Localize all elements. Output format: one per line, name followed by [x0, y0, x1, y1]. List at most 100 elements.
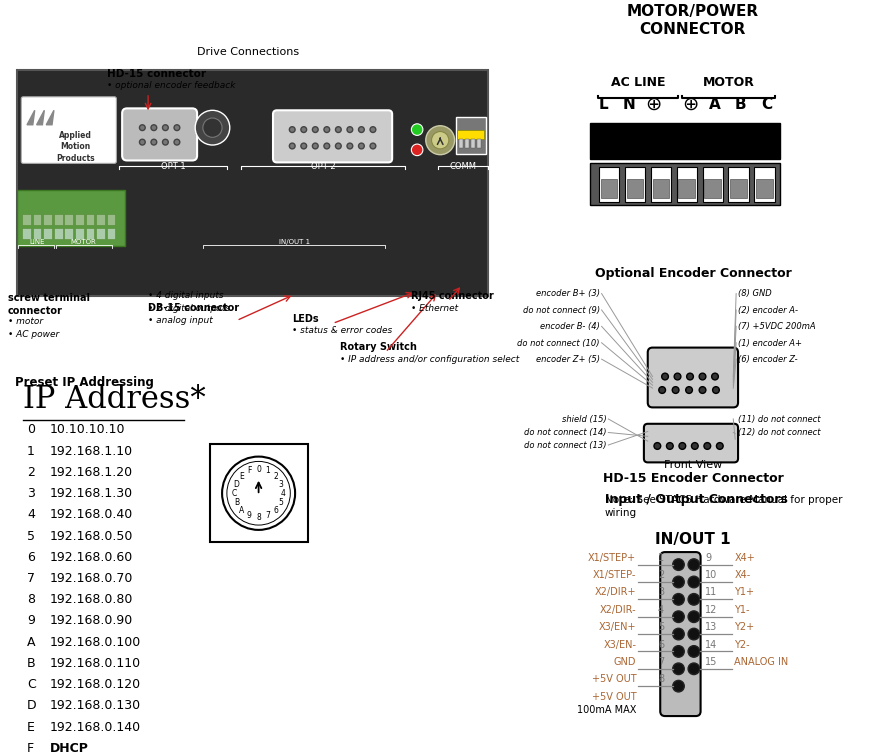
- Bar: [86, 215, 95, 225]
- Circle shape: [359, 143, 364, 149]
- Text: 8: 8: [27, 593, 35, 606]
- Text: 7: 7: [657, 657, 664, 667]
- Text: 7: 7: [27, 572, 35, 585]
- Text: ⊕: ⊕: [645, 94, 662, 114]
- Circle shape: [679, 443, 686, 450]
- Text: 192.168.0.70: 192.168.0.70: [50, 572, 134, 585]
- Text: 0: 0: [256, 465, 261, 474]
- Circle shape: [151, 139, 157, 145]
- Circle shape: [712, 373, 718, 380]
- Text: F: F: [27, 742, 34, 753]
- Circle shape: [713, 386, 719, 393]
- Text: L: L: [599, 97, 608, 112]
- FancyBboxPatch shape: [660, 552, 700, 716]
- Circle shape: [673, 559, 684, 571]
- Circle shape: [704, 443, 711, 450]
- Text: LINE: LINE: [29, 239, 45, 245]
- Bar: [22, 228, 31, 239]
- Text: GND: GND: [614, 657, 636, 667]
- Text: shield (15): shield (15): [562, 415, 607, 424]
- Circle shape: [673, 593, 684, 605]
- Text: 5: 5: [27, 529, 35, 543]
- FancyBboxPatch shape: [21, 97, 116, 163]
- Text: COMM: COMM: [450, 162, 476, 171]
- Bar: [54, 228, 62, 239]
- Circle shape: [289, 127, 295, 133]
- Circle shape: [687, 373, 693, 380]
- Text: HD-15 connector: HD-15 connector: [107, 69, 206, 78]
- Text: N: N: [622, 97, 635, 112]
- Text: OPT 1: OPT 1: [161, 162, 186, 171]
- Bar: [600, 178, 617, 198]
- Text: DB-15 connector: DB-15 connector: [148, 303, 239, 313]
- Text: 4: 4: [658, 605, 664, 615]
- Text: C: C: [232, 489, 237, 498]
- Text: D: D: [234, 480, 239, 489]
- Bar: [210, 444, 308, 542]
- Bar: [44, 228, 52, 239]
- Text: • IP address and/or configuration select: • IP address and/or configuration select: [340, 355, 519, 364]
- Bar: [456, 117, 486, 154]
- Bar: [731, 178, 747, 198]
- Text: 6: 6: [273, 506, 278, 515]
- Circle shape: [688, 593, 699, 605]
- Circle shape: [227, 462, 290, 525]
- Circle shape: [195, 110, 230, 145]
- Circle shape: [312, 143, 318, 149]
- Polygon shape: [27, 110, 35, 125]
- Text: • motor
• AC power: • motor • AC power: [8, 318, 59, 339]
- Bar: [676, 167, 697, 202]
- Text: 192.168.0.60: 192.168.0.60: [50, 550, 133, 564]
- Bar: [86, 228, 95, 239]
- Circle shape: [673, 576, 684, 588]
- Bar: [458, 130, 484, 139]
- Text: A: A: [27, 636, 36, 648]
- Circle shape: [289, 143, 295, 149]
- Circle shape: [370, 127, 376, 133]
- Bar: [653, 178, 669, 198]
- Text: 13: 13: [706, 622, 718, 633]
- Text: 3: 3: [658, 587, 664, 597]
- Text: Note: See STAC5 Hardware Manual for proper
wiring: Note: See STAC5 Hardware Manual for prop…: [605, 495, 842, 518]
- Bar: [466, 139, 469, 148]
- Text: 192.168.0.50: 192.168.0.50: [50, 529, 134, 543]
- Circle shape: [324, 127, 330, 133]
- Bar: [33, 228, 41, 239]
- Text: 3: 3: [27, 487, 35, 500]
- Text: 12: 12: [706, 605, 718, 615]
- Text: 192.168.0.140: 192.168.0.140: [50, 721, 141, 733]
- Circle shape: [688, 576, 699, 588]
- Circle shape: [666, 443, 673, 450]
- FancyBboxPatch shape: [273, 110, 392, 163]
- Text: X3/EN-: X3/EN-: [603, 639, 636, 650]
- Circle shape: [324, 143, 330, 149]
- Circle shape: [716, 443, 723, 450]
- Circle shape: [162, 125, 169, 130]
- Circle shape: [654, 443, 661, 450]
- Text: Drive Connections: Drive Connections: [197, 47, 299, 57]
- Bar: [591, 123, 780, 160]
- Text: do not connect (9): do not connect (9): [523, 306, 599, 315]
- Text: +5V OUT: +5V OUT: [591, 674, 636, 684]
- Circle shape: [411, 123, 423, 136]
- Circle shape: [662, 373, 668, 380]
- Text: IP Address*: IP Address*: [23, 384, 206, 416]
- Text: • 4 digital inputs
• 2 digital outputs
• analog input: • 4 digital inputs • 2 digital outputs •…: [148, 291, 230, 325]
- Text: X3/EN+: X3/EN+: [599, 622, 636, 633]
- Circle shape: [425, 126, 455, 154]
- Circle shape: [688, 559, 699, 571]
- Text: 6: 6: [27, 550, 35, 564]
- Text: Rotary Switch: Rotary Switch: [340, 342, 417, 352]
- Text: 192.168.0.110: 192.168.0.110: [50, 657, 141, 670]
- Circle shape: [688, 645, 699, 657]
- Text: 192.168.0.130: 192.168.0.130: [50, 700, 141, 712]
- Circle shape: [202, 118, 222, 137]
- Text: 5: 5: [657, 622, 664, 633]
- Bar: [703, 167, 723, 202]
- Bar: [705, 178, 721, 198]
- Text: A: A: [239, 506, 244, 515]
- Text: AC LINE: AC LINE: [611, 76, 665, 89]
- Circle shape: [673, 628, 684, 640]
- Bar: [471, 139, 475, 148]
- Bar: [33, 215, 41, 225]
